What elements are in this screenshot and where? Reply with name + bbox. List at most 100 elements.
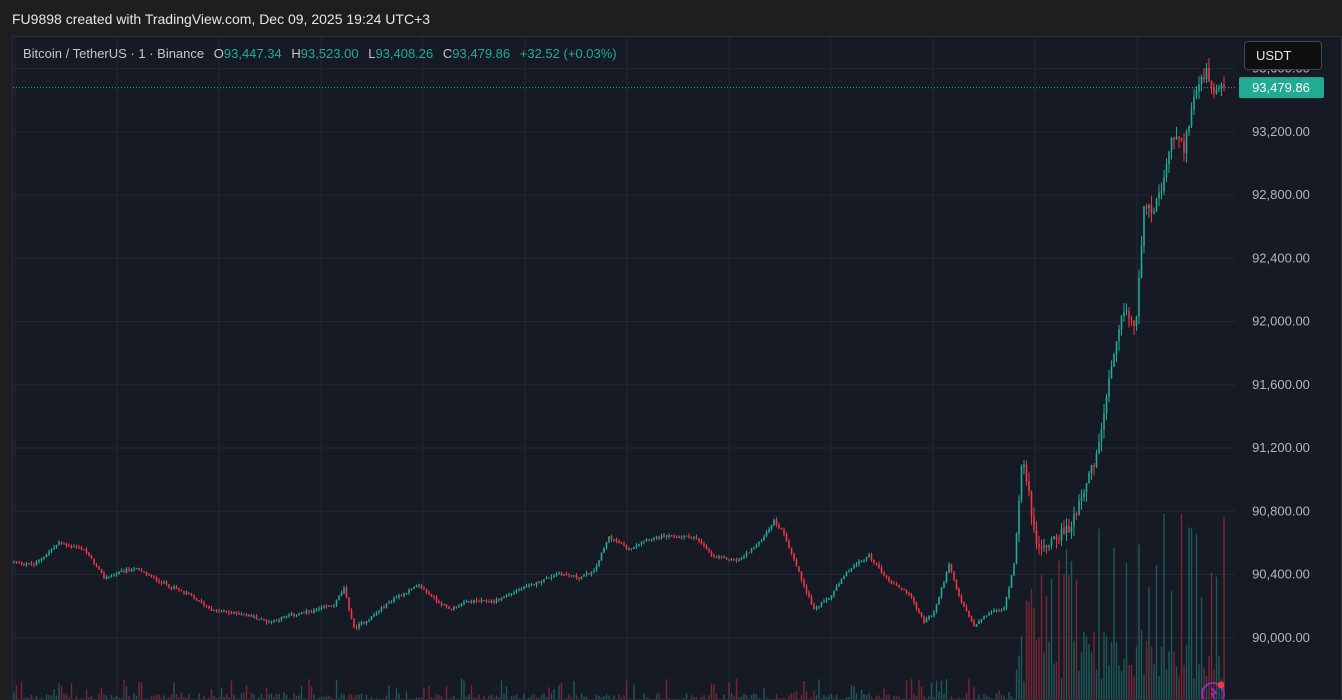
volume-bar [93, 698, 95, 699]
volume-bar [55, 695, 58, 699]
volume-bar [1088, 644, 1090, 699]
candle [1218, 84, 1220, 92]
candle [713, 553, 715, 559]
candle [723, 555, 725, 559]
candle [753, 546, 755, 550]
top-caption-bar: FU9898 created with TradingView.com, Dec… [0, 0, 1342, 36]
volume-bar [398, 693, 400, 699]
price-axis: 90,000.00 90,400.00 90,800.00 91,200.00 91,6… [1252, 61, 1310, 645]
candle [1150, 195, 1153, 223]
candle [598, 560, 600, 568]
candle [923, 615, 925, 624]
volume-bar [1128, 665, 1130, 699]
candle [218, 608, 220, 614]
candle [608, 536, 610, 544]
volume-bar [788, 695, 790, 699]
candle [308, 609, 310, 615]
chart-panel[interactable]: 90,000.00 90,400.00 90,800.00 91,200.00 91,6… [12, 36, 1342, 700]
volume-bar [1018, 655, 1020, 699]
candle [1108, 370, 1110, 403]
candle [678, 535, 680, 539]
volume-bar [885, 694, 888, 699]
candle [1058, 534, 1060, 545]
volume-bars [13, 513, 1225, 699]
volume-bar [613, 695, 615, 699]
volume-bar [598, 695, 600, 699]
price-chart[interactable]: 90,000.00 90,400.00 90,800.00 91,200.00 91,6… [13, 37, 1342, 700]
volume-bar [268, 694, 270, 699]
candle [898, 584, 900, 588]
volume-bar [203, 695, 205, 699]
candle [718, 554, 720, 560]
candle [315, 607, 318, 612]
volume-bar [128, 695, 130, 699]
volume-bar [815, 695, 818, 699]
candle [525, 583, 528, 588]
candle [440, 601, 443, 608]
last-price-label: 93,479.86 [1252, 80, 1310, 95]
volume-bar [755, 694, 758, 699]
candle [513, 590, 515, 595]
volume-bar [905, 680, 908, 699]
volume-bar [220, 688, 223, 699]
candle [153, 575, 155, 580]
candle [373, 612, 375, 618]
candle [1188, 125, 1190, 136]
candle [560, 571, 563, 577]
candle [1148, 203, 1150, 218]
volume-bar [928, 696, 930, 699]
volume-bar [1130, 664, 1133, 699]
volume-bar [1068, 575, 1070, 699]
volume-bar [313, 694, 315, 699]
candle [120, 568, 123, 572]
volume-bar [185, 697, 188, 699]
volume-bar [745, 695, 748, 699]
volume-bar [643, 693, 645, 699]
candle [913, 596, 915, 605]
candle [175, 584, 178, 590]
candle [538, 580, 540, 584]
candle [233, 611, 235, 615]
volume-bar [540, 694, 543, 699]
candle [843, 575, 845, 580]
candle [243, 613, 245, 616]
volume-bar [648, 698, 650, 699]
open-value: 93,447.34 [223, 46, 282, 61]
candle [773, 518, 775, 526]
volume-bar [245, 685, 248, 699]
candle [1160, 182, 1163, 200]
volume-bar [65, 694, 68, 699]
volume-bar [930, 682, 933, 699]
volume-bar [1158, 676, 1160, 699]
volume-bar [1103, 632, 1105, 699]
volume-bar [165, 698, 168, 699]
volume-bar [1040, 574, 1043, 699]
currency-button[interactable]: USDT [1244, 41, 1322, 70]
candle [1200, 74, 1203, 92]
candle [43, 556, 45, 561]
candle [818, 605, 820, 610]
volume-bar [1108, 665, 1110, 699]
volume-bar [708, 695, 710, 699]
volume-bar [125, 686, 128, 699]
alert-icon[interactable] [1201, 681, 1225, 700]
volume-bar [1155, 564, 1158, 699]
volume-bar [568, 694, 570, 699]
candle [1145, 203, 1148, 216]
candle [1085, 482, 1088, 502]
volume-bar [573, 680, 575, 699]
candle [845, 571, 848, 577]
volume-bar [743, 693, 745, 699]
volume-bar [633, 684, 635, 699]
candle [698, 537, 700, 544]
candle [660, 533, 663, 540]
volume-bar [273, 696, 275, 699]
candle [130, 567, 133, 573]
candle [705, 544, 708, 550]
candle [450, 608, 453, 611]
candle [270, 620, 273, 625]
volume-bar [460, 678, 463, 699]
volume-bar [820, 698, 823, 699]
candle [875, 562, 878, 567]
volume-bar [783, 697, 785, 699]
